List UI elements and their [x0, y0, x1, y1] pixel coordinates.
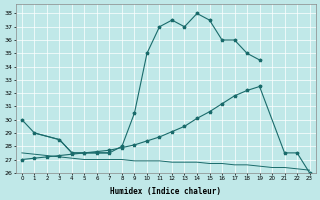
- X-axis label: Humidex (Indice chaleur): Humidex (Indice chaleur): [110, 187, 221, 196]
